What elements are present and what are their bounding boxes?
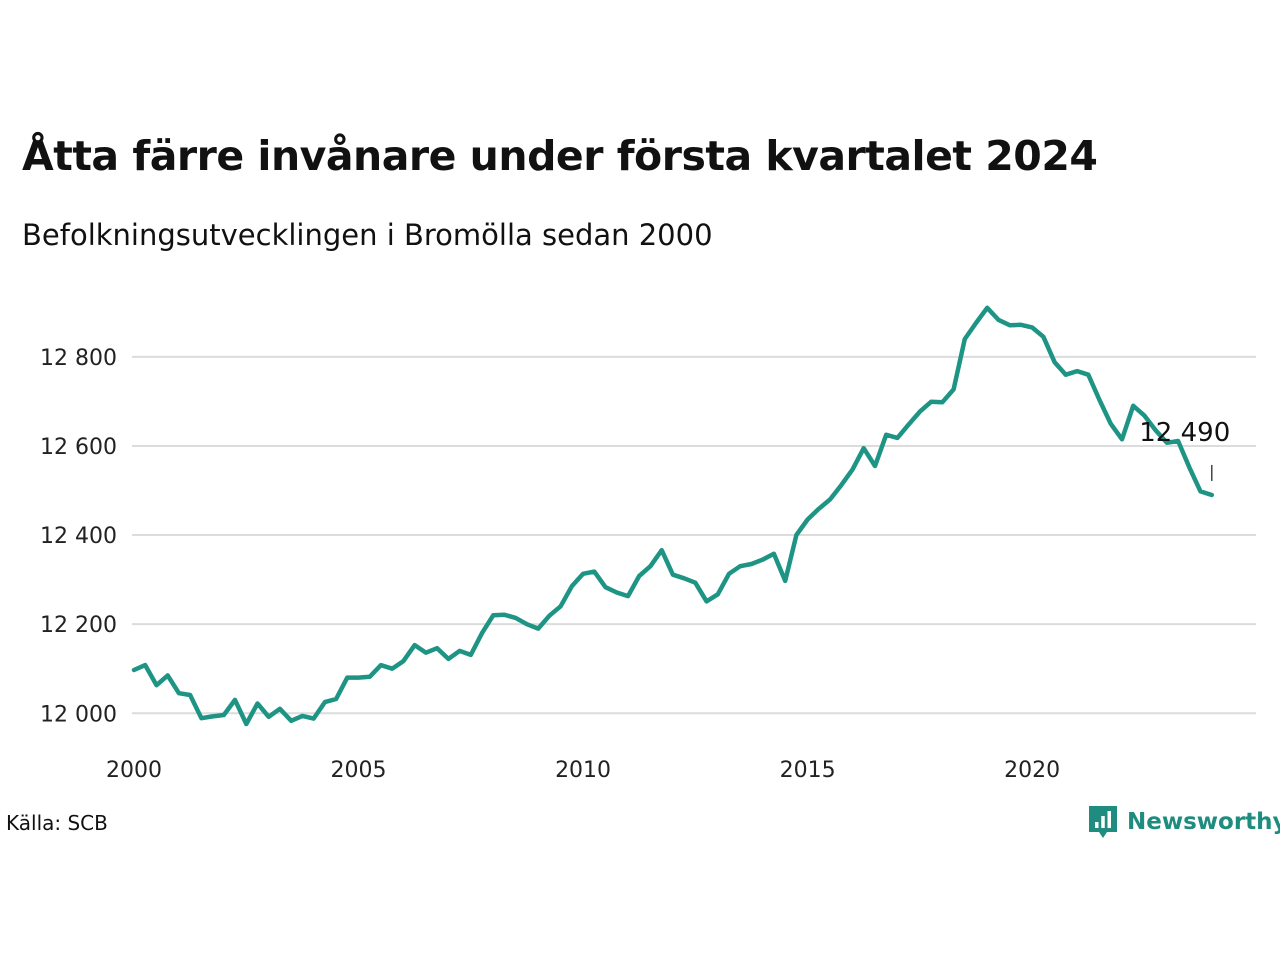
bar-chart-badge-icon — [1089, 806, 1117, 838]
chart-subtitle: Befolkningsutvecklingen i Bromölla sedan… — [22, 218, 713, 252]
x-axis-tick-labels: 2000 2005 2010 2015 2020 — [106, 758, 1060, 783]
annotation-last-value: 12 490 — [1139, 418, 1230, 448]
y-tick-label: 12 200 — [40, 613, 117, 638]
population-series-line — [131, 305, 1215, 727]
source-note: Källa: SCB — [6, 811, 108, 835]
brand-name: Newsworthy — [1127, 809, 1280, 835]
x-tick-label: 2000 — [106, 758, 162, 783]
gridlines — [132, 355, 1256, 715]
y-tick-label: 12 600 — [40, 435, 117, 460]
newsworthy-logo: Newsworthy — [1087, 804, 1280, 840]
x-tick-label: 2005 — [331, 758, 387, 783]
x-tick-label: 2020 — [1004, 758, 1060, 783]
chart-title: Åtta färre invånare under första kvartal… — [22, 132, 1098, 180]
y-tick-label: 12 800 — [40, 346, 117, 371]
y-tick-label: 12 000 — [40, 702, 117, 727]
y-axis-tick-labels: 12 000 12 200 12 400 12 600 12 800 — [40, 346, 117, 727]
y-tick-label: 12 400 — [40, 524, 117, 549]
x-tick-label: 2010 — [555, 758, 611, 783]
x-tick-label: 2015 — [780, 758, 836, 783]
